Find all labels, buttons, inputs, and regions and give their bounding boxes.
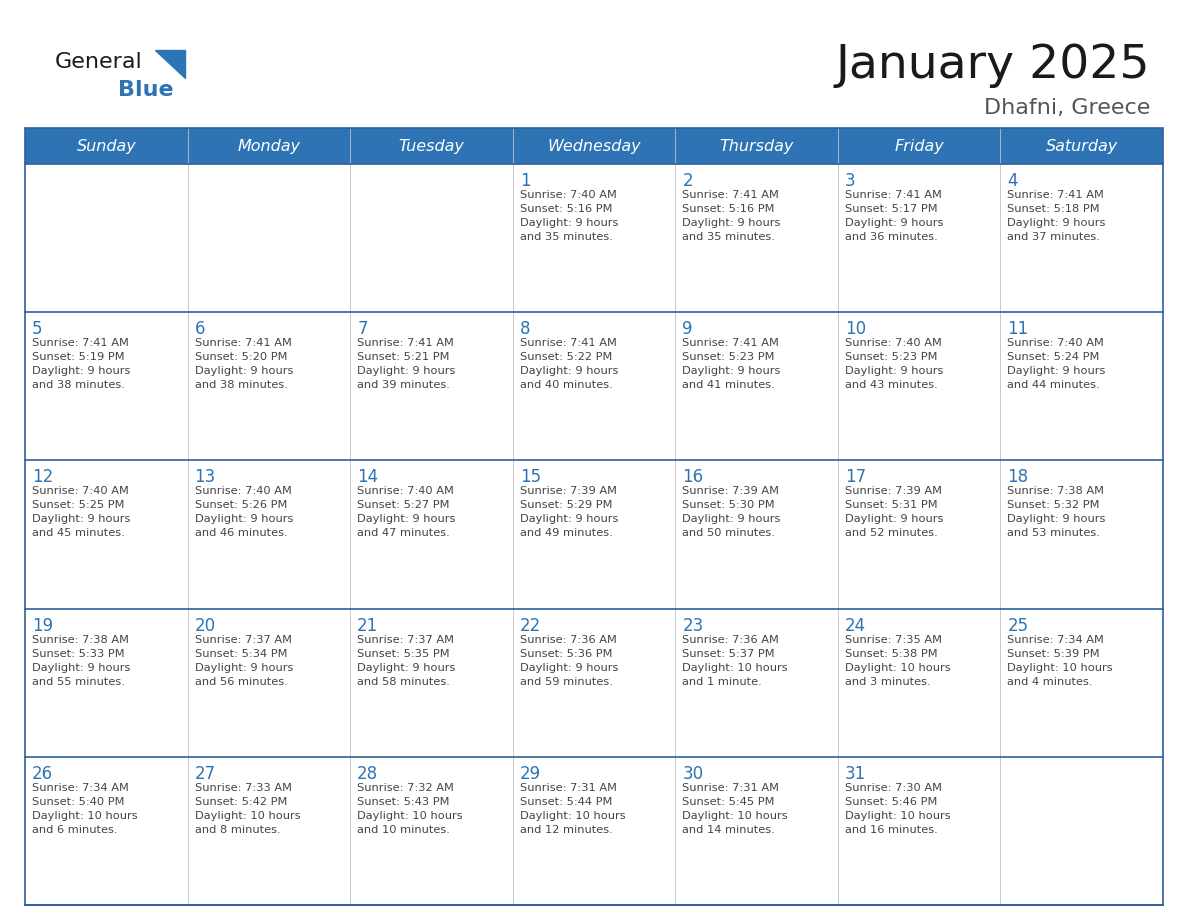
Text: Sunrise: 7:36 AM
Sunset: 5:37 PM
Daylight: 10 hours
and 1 minute.: Sunrise: 7:36 AM Sunset: 5:37 PM Dayligh…: [682, 634, 788, 687]
Text: Friday: Friday: [895, 139, 944, 153]
Text: Sunday: Sunday: [76, 139, 137, 153]
Text: 1: 1: [519, 172, 530, 190]
Text: 13: 13: [195, 468, 216, 487]
Text: Sunrise: 7:40 AM
Sunset: 5:25 PM
Daylight: 9 hours
and 45 minutes.: Sunrise: 7:40 AM Sunset: 5:25 PM Dayligh…: [32, 487, 131, 538]
Text: 9: 9: [682, 320, 693, 338]
Text: Sunrise: 7:41 AM
Sunset: 5:16 PM
Daylight: 9 hours
and 35 minutes.: Sunrise: 7:41 AM Sunset: 5:16 PM Dayligh…: [682, 190, 781, 242]
Text: 26: 26: [32, 765, 53, 783]
Text: Sunrise: 7:37 AM
Sunset: 5:34 PM
Daylight: 9 hours
and 56 minutes.: Sunrise: 7:37 AM Sunset: 5:34 PM Dayligh…: [195, 634, 293, 687]
Text: 12: 12: [32, 468, 53, 487]
Text: Sunrise: 7:39 AM
Sunset: 5:31 PM
Daylight: 9 hours
and 52 minutes.: Sunrise: 7:39 AM Sunset: 5:31 PM Dayligh…: [845, 487, 943, 538]
Text: 22: 22: [519, 617, 541, 634]
Text: 23: 23: [682, 617, 703, 634]
Text: Dhafni, Greece: Dhafni, Greece: [984, 98, 1150, 118]
Text: Thursday: Thursday: [720, 139, 794, 153]
Text: Sunrise: 7:37 AM
Sunset: 5:35 PM
Daylight: 9 hours
and 58 minutes.: Sunrise: 7:37 AM Sunset: 5:35 PM Dayligh…: [358, 634, 455, 687]
Text: 7: 7: [358, 320, 367, 338]
Text: 25: 25: [1007, 617, 1029, 634]
Text: 30: 30: [682, 765, 703, 783]
Text: Sunrise: 7:39 AM
Sunset: 5:30 PM
Daylight: 9 hours
and 50 minutes.: Sunrise: 7:39 AM Sunset: 5:30 PM Dayligh…: [682, 487, 781, 538]
Text: Sunrise: 7:34 AM
Sunset: 5:39 PM
Daylight: 10 hours
and 4 minutes.: Sunrise: 7:34 AM Sunset: 5:39 PM Dayligh…: [1007, 634, 1113, 687]
Text: Sunrise: 7:41 AM
Sunset: 5:20 PM
Daylight: 9 hours
and 38 minutes.: Sunrise: 7:41 AM Sunset: 5:20 PM Dayligh…: [195, 338, 293, 390]
Text: 16: 16: [682, 468, 703, 487]
Text: 24: 24: [845, 617, 866, 634]
Text: Sunrise: 7:38 AM
Sunset: 5:33 PM
Daylight: 9 hours
and 55 minutes.: Sunrise: 7:38 AM Sunset: 5:33 PM Dayligh…: [32, 634, 131, 687]
Text: 20: 20: [195, 617, 216, 634]
Text: January 2025: January 2025: [835, 42, 1150, 87]
Text: Sunrise: 7:40 AM
Sunset: 5:27 PM
Daylight: 9 hours
and 47 minutes.: Sunrise: 7:40 AM Sunset: 5:27 PM Dayligh…: [358, 487, 455, 538]
Text: 5: 5: [32, 320, 43, 338]
Text: Monday: Monday: [238, 139, 301, 153]
Text: 2: 2: [682, 172, 693, 190]
Text: 19: 19: [32, 617, 53, 634]
Text: Sunrise: 7:38 AM
Sunset: 5:32 PM
Daylight: 9 hours
and 53 minutes.: Sunrise: 7:38 AM Sunset: 5:32 PM Dayligh…: [1007, 487, 1106, 538]
Bar: [25, 164, 1163, 312]
Text: Sunrise: 7:32 AM
Sunset: 5:43 PM
Daylight: 10 hours
and 10 minutes.: Sunrise: 7:32 AM Sunset: 5:43 PM Dayligh…: [358, 783, 463, 834]
Text: 21: 21: [358, 617, 379, 634]
Bar: [25, 128, 1163, 164]
Text: Sunrise: 7:40 AM
Sunset: 5:26 PM
Daylight: 9 hours
and 46 minutes.: Sunrise: 7:40 AM Sunset: 5:26 PM Dayligh…: [195, 487, 293, 538]
Text: 3: 3: [845, 172, 855, 190]
Bar: [25, 756, 1163, 905]
Text: 6: 6: [195, 320, 206, 338]
Bar: [25, 609, 1163, 756]
Text: Sunrise: 7:35 AM
Sunset: 5:38 PM
Daylight: 10 hours
and 3 minutes.: Sunrise: 7:35 AM Sunset: 5:38 PM Dayligh…: [845, 634, 950, 687]
Text: 11: 11: [1007, 320, 1029, 338]
Text: Sunrise: 7:41 AM
Sunset: 5:17 PM
Daylight: 9 hours
and 36 minutes.: Sunrise: 7:41 AM Sunset: 5:17 PM Dayligh…: [845, 190, 943, 242]
Text: Sunrise: 7:41 AM
Sunset: 5:22 PM
Daylight: 9 hours
and 40 minutes.: Sunrise: 7:41 AM Sunset: 5:22 PM Dayligh…: [519, 338, 618, 390]
Polygon shape: [154, 50, 185, 78]
Text: 18: 18: [1007, 468, 1029, 487]
Text: 17: 17: [845, 468, 866, 487]
Text: 8: 8: [519, 320, 530, 338]
Bar: [25, 312, 1163, 461]
Text: 15: 15: [519, 468, 541, 487]
Text: 29: 29: [519, 765, 541, 783]
Text: Sunrise: 7:39 AM
Sunset: 5:29 PM
Daylight: 9 hours
and 49 minutes.: Sunrise: 7:39 AM Sunset: 5:29 PM Dayligh…: [519, 487, 618, 538]
Text: Sunrise: 7:41 AM
Sunset: 5:23 PM
Daylight: 9 hours
and 41 minutes.: Sunrise: 7:41 AM Sunset: 5:23 PM Dayligh…: [682, 338, 781, 390]
Text: Sunrise: 7:33 AM
Sunset: 5:42 PM
Daylight: 10 hours
and 8 minutes.: Sunrise: 7:33 AM Sunset: 5:42 PM Dayligh…: [195, 783, 301, 834]
Text: Blue: Blue: [118, 80, 173, 100]
Text: Sunrise: 7:30 AM
Sunset: 5:46 PM
Daylight: 10 hours
and 16 minutes.: Sunrise: 7:30 AM Sunset: 5:46 PM Dayligh…: [845, 783, 950, 834]
Bar: [25, 128, 1163, 905]
Text: Sunrise: 7:41 AM
Sunset: 5:21 PM
Daylight: 9 hours
and 39 minutes.: Sunrise: 7:41 AM Sunset: 5:21 PM Dayligh…: [358, 338, 455, 390]
Text: Tuesday: Tuesday: [398, 139, 465, 153]
Text: 28: 28: [358, 765, 378, 783]
Text: Sunrise: 7:41 AM
Sunset: 5:18 PM
Daylight: 9 hours
and 37 minutes.: Sunrise: 7:41 AM Sunset: 5:18 PM Dayligh…: [1007, 190, 1106, 242]
Text: 4: 4: [1007, 172, 1018, 190]
Text: Sunrise: 7:31 AM
Sunset: 5:44 PM
Daylight: 10 hours
and 12 minutes.: Sunrise: 7:31 AM Sunset: 5:44 PM Dayligh…: [519, 783, 625, 834]
Text: Sunrise: 7:40 AM
Sunset: 5:23 PM
Daylight: 9 hours
and 43 minutes.: Sunrise: 7:40 AM Sunset: 5:23 PM Dayligh…: [845, 338, 943, 390]
Text: Sunrise: 7:34 AM
Sunset: 5:40 PM
Daylight: 10 hours
and 6 minutes.: Sunrise: 7:34 AM Sunset: 5:40 PM Dayligh…: [32, 783, 138, 834]
Text: Sunrise: 7:31 AM
Sunset: 5:45 PM
Daylight: 10 hours
and 14 minutes.: Sunrise: 7:31 AM Sunset: 5:45 PM Dayligh…: [682, 783, 788, 834]
Text: 10: 10: [845, 320, 866, 338]
Text: Saturday: Saturday: [1045, 139, 1118, 153]
Text: 27: 27: [195, 765, 216, 783]
Bar: [25, 461, 1163, 609]
Text: Sunrise: 7:40 AM
Sunset: 5:16 PM
Daylight: 9 hours
and 35 minutes.: Sunrise: 7:40 AM Sunset: 5:16 PM Dayligh…: [519, 190, 618, 242]
Text: Sunrise: 7:36 AM
Sunset: 5:36 PM
Daylight: 9 hours
and 59 minutes.: Sunrise: 7:36 AM Sunset: 5:36 PM Dayligh…: [519, 634, 618, 687]
Text: 31: 31: [845, 765, 866, 783]
Text: General: General: [55, 52, 143, 72]
Text: Wednesday: Wednesday: [548, 139, 640, 153]
Text: 14: 14: [358, 468, 378, 487]
Text: Sunrise: 7:41 AM
Sunset: 5:19 PM
Daylight: 9 hours
and 38 minutes.: Sunrise: 7:41 AM Sunset: 5:19 PM Dayligh…: [32, 338, 131, 390]
Text: Sunrise: 7:40 AM
Sunset: 5:24 PM
Daylight: 9 hours
and 44 minutes.: Sunrise: 7:40 AM Sunset: 5:24 PM Dayligh…: [1007, 338, 1106, 390]
